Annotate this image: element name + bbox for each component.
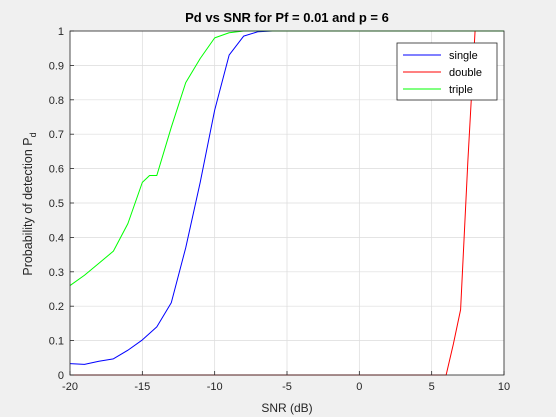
x-axis-label: SNR (dB) (261, 401, 312, 415)
x-tick-label: -10 (207, 381, 223, 393)
x-tick-label: 0 (356, 381, 362, 393)
legend: single double triple (396, 42, 498, 101)
y-axis-label-main: Probability of detection P (21, 137, 35, 275)
legend-label-triple: triple (449, 84, 473, 96)
y-tick-label: 0.7 (49, 129, 64, 141)
y-tick-label: 0.5 (49, 198, 64, 210)
y-axis-label-subscript: d (28, 132, 38, 137)
x-tick-label: 10 (498, 381, 510, 393)
y-tick-label: 0.4 (49, 232, 64, 244)
y-tick-label: 0.2 (49, 301, 64, 313)
chart-title: Pd vs SNR for Pf = 0.01 and p = 6 (185, 10, 389, 25)
y-tick-label: 0.9 (49, 60, 64, 72)
x-tick-label: -5 (282, 381, 292, 393)
legend-label-single: single (449, 50, 478, 62)
x-tick-label: -15 (134, 381, 150, 393)
y-tick-label: 0 (58, 370, 64, 382)
ticks: -20 -15 -10 -5 0 5 10 0 0.1 0.2 0.3 0.4 0.5 0.6 0.7 0.8… (49, 26, 510, 393)
y-tick-label: 0.3 (49, 267, 64, 279)
y-tick-label: 0.6 (49, 164, 64, 176)
legend-label-double: double (449, 67, 482, 79)
y-tick-label: 0.8 (49, 95, 64, 107)
x-tick-label: -20 (62, 381, 78, 393)
y-tick-label: 1 (58, 26, 64, 38)
y-tick-label: 0.1 (49, 336, 64, 348)
y-axis-label: Probability of detection Pd (21, 132, 38, 275)
x-tick-label: 5 (429, 381, 435, 393)
